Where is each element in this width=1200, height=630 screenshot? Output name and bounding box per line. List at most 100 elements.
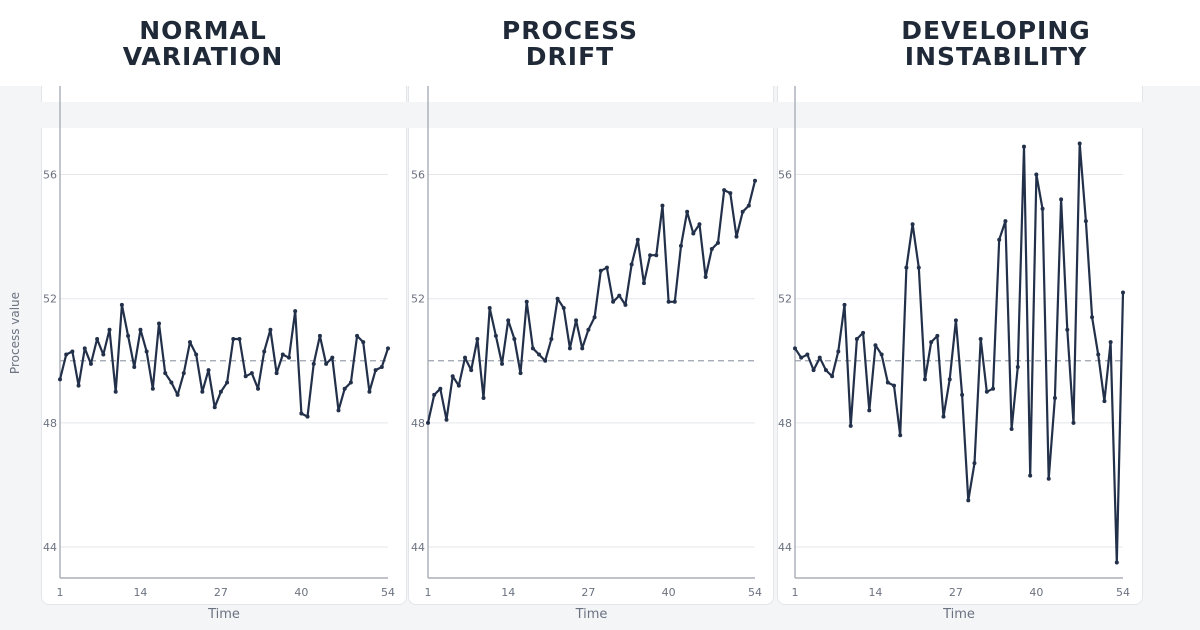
data-point: [144, 349, 149, 354]
data-point: [1040, 206, 1045, 211]
data-point: [58, 377, 62, 382]
y-tick-label: 44: [43, 541, 57, 554]
data-point: [997, 237, 1002, 242]
data-point: [537, 352, 542, 357]
data-point: [450, 374, 455, 379]
data-point: [629, 262, 634, 267]
data-point: [175, 392, 180, 397]
data-point: [1021, 144, 1026, 149]
data-point: [324, 361, 329, 366]
x-axis-label: Time: [575, 607, 608, 622]
data-point: [574, 318, 579, 323]
data-point: [709, 247, 714, 252]
data-point: [518, 371, 523, 376]
data-point: [88, 361, 93, 366]
data-point: [426, 420, 430, 425]
data-point: [611, 299, 616, 304]
data-point: [854, 337, 859, 342]
data-point: [1090, 315, 1095, 320]
x-tick-label: 1: [425, 586, 432, 599]
data-point: [293, 309, 298, 314]
data-point: [1121, 290, 1125, 295]
data-point: [746, 203, 751, 208]
data-point: [206, 368, 211, 373]
data-point: [648, 253, 653, 258]
data-point: [1003, 219, 1008, 224]
data-point: [119, 302, 124, 307]
data-point: [1046, 476, 1051, 481]
data-point: [243, 374, 248, 379]
y-tick-label: 52: [43, 293, 57, 306]
chart-panel-drift: [408, 86, 774, 605]
data-point: [966, 498, 971, 503]
data-point: [361, 340, 366, 345]
x-tick-label: 14: [501, 586, 515, 599]
data-point: [805, 352, 810, 357]
data-point: [305, 414, 310, 419]
data-point: [218, 389, 223, 394]
data-point: [82, 346, 87, 351]
data-point: [373, 368, 378, 373]
data-point: [941, 414, 946, 419]
data-point: [280, 352, 285, 357]
data-point: [432, 392, 437, 397]
data-point: [722, 188, 727, 193]
panel-divider-strip: [0, 102, 1200, 128]
chart-title-instability: DEVELOPING INSTABILITY: [901, 16, 1091, 71]
data-point: [212, 405, 217, 410]
data-point: [524, 299, 529, 304]
data-point: [113, 389, 118, 394]
series-line: [58, 303, 390, 418]
data-point: [64, 352, 69, 357]
x-tick-label: 1: [57, 586, 64, 599]
data-point: [262, 349, 267, 354]
data-point: [268, 327, 273, 332]
data-point: [493, 333, 498, 338]
data-point: [231, 337, 236, 342]
data-point: [386, 346, 390, 351]
data-point: [836, 349, 841, 354]
data-point: [95, 337, 100, 342]
chart-title-normal: NORMAL VARIATION: [122, 16, 284, 71]
data-point: [793, 346, 797, 351]
data-point: [697, 222, 702, 227]
y-tick-label: 52: [778, 293, 792, 306]
data-point: [225, 380, 230, 385]
data-point: [355, 333, 360, 338]
y-tick-label: 48: [411, 417, 425, 430]
data-point: [604, 265, 609, 270]
data-point: [848, 423, 853, 428]
data-point: [879, 352, 884, 357]
data-point: [635, 237, 640, 242]
data-point: [1059, 197, 1064, 202]
data-point: [666, 299, 671, 304]
y-tick-label: 56: [778, 169, 792, 182]
data-point: [984, 389, 989, 394]
data-point: [150, 386, 155, 391]
series-line: [426, 180, 757, 424]
data-point: [922, 377, 927, 382]
data-point: [274, 371, 279, 376]
data-point: [972, 461, 977, 466]
data-point: [929, 340, 934, 345]
data-point: [753, 178, 757, 183]
data-point: [330, 355, 335, 360]
data-point: [561, 306, 566, 310]
data-point: [469, 368, 474, 373]
data-point: [256, 386, 261, 391]
data-point: [1071, 420, 1076, 425]
data-point: [299, 411, 304, 416]
data-point: [70, 349, 75, 354]
y-axis-label: Process value: [8, 291, 22, 375]
x-tick-label: 40: [294, 586, 308, 599]
y-tick-label: 56: [411, 169, 425, 182]
data-point: [1065, 327, 1070, 332]
x-tick-label: 54: [748, 586, 762, 599]
title-band: [0, 0, 1200, 86]
x-tick-label: 40: [662, 586, 676, 599]
data-point: [126, 333, 131, 338]
chart-panel-normal: [41, 86, 407, 605]
data-point: [475, 337, 480, 342]
data-point: [311, 361, 316, 366]
